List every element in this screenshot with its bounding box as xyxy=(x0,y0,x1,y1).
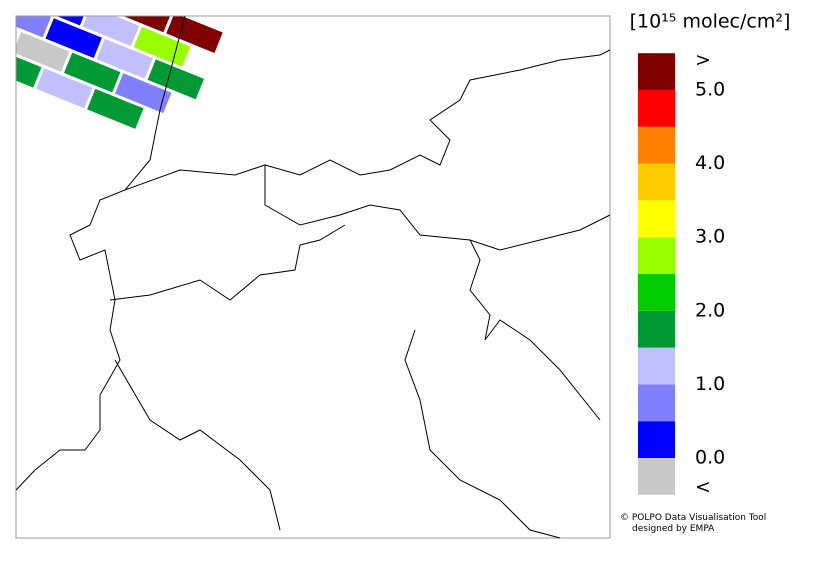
tick-label: 1.0 xyxy=(695,373,725,395)
credit: designed by EMPA xyxy=(632,524,715,534)
color-block xyxy=(638,200,675,238)
color-block xyxy=(638,384,675,422)
satellite-swath xyxy=(16,16,227,133)
tick-label: 5.0 xyxy=(695,79,725,101)
tick-label: 0.0 xyxy=(695,447,725,469)
borders xyxy=(15,15,611,539)
color-block xyxy=(638,90,675,127)
tick-label: 4.0 xyxy=(695,152,725,174)
colorbar: 0.0 1.0 2.0 3.0 4.0 5.0 < > xyxy=(638,49,725,498)
over-block xyxy=(638,53,675,90)
map-frame xyxy=(15,15,611,539)
tick-label: 2.0 xyxy=(695,299,725,321)
color-block xyxy=(638,347,675,385)
color-block xyxy=(638,274,675,311)
credit: © POLPO Data Visualisation Tool xyxy=(620,513,766,523)
color-block xyxy=(638,126,675,164)
color-block xyxy=(638,310,675,348)
under-label: < xyxy=(695,476,711,498)
color-block xyxy=(638,237,675,274)
color-block xyxy=(638,163,675,201)
color-block xyxy=(638,421,675,458)
legend-title: [10¹⁵ molec/cm²] xyxy=(630,11,791,33)
tick-label: 3.0 xyxy=(695,226,725,248)
under-block xyxy=(638,458,675,495)
over-label: > xyxy=(695,49,711,71)
